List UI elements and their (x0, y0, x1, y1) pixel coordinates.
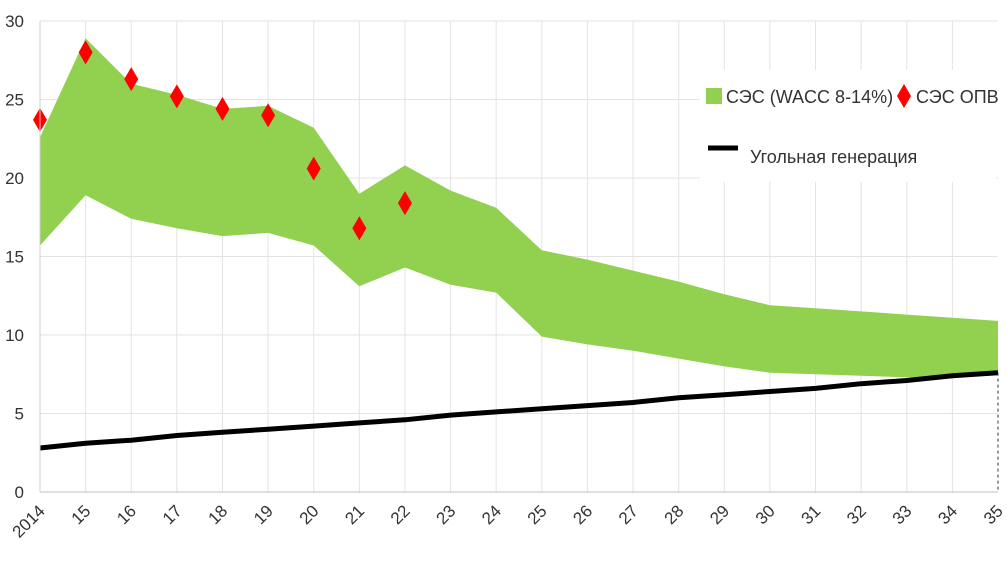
x-tick-label: 31 (798, 501, 825, 528)
x-tick-label: 32 (843, 501, 870, 528)
x-tick-label: 20 (296, 501, 323, 528)
y-tick-label: 20 (5, 169, 24, 188)
legend-diamond-swatch (897, 84, 911, 108)
opv-diamond-marker (215, 96, 230, 121)
solar-band-area (40, 38, 998, 378)
solar-band-shape (40, 38, 998, 378)
x-tick-label: 16 (113, 501, 140, 528)
opv-diamond-marker (261, 103, 276, 128)
x-tick-label: 34 (934, 501, 961, 528)
legend-coal-label: Угольная генерация (750, 147, 917, 167)
legend: СЭС (WACC 8-14%) СЭС ОПВ Угольная генера… (700, 70, 999, 182)
opv-diamond-marker (397, 191, 412, 216)
y-tick-label: 25 (5, 91, 24, 110)
x-tick-label: 24 (478, 501, 505, 528)
x-tick-label: 17 (159, 501, 186, 528)
opv-diamond-marker (352, 216, 367, 241)
legend-background (700, 70, 996, 182)
coal-line (39, 370, 999, 451)
x-tick-label: 30 (752, 501, 779, 528)
y-tick-label: 0 (15, 483, 24, 502)
solar-opv-markers (33, 40, 412, 241)
x-tick-label: 27 (615, 501, 642, 528)
x-tick-label: 19 (250, 501, 277, 528)
y-tick-label: 15 (5, 248, 24, 267)
x-tick-label: 23 (433, 501, 460, 528)
x-tick-label: 28 (661, 501, 688, 528)
x-tick-label: 29 (706, 501, 733, 528)
legend-opv-label: СЭС ОПВ (916, 87, 999, 107)
opv-diamond-marker (306, 156, 321, 181)
opv-diamond-marker (78, 40, 93, 65)
y-tick-label: 30 (5, 12, 24, 31)
opv-diamond-marker (124, 67, 139, 92)
x-tick-label: 22 (387, 501, 414, 528)
x-tick-label: 15 (68, 501, 95, 528)
y-tick-label: 10 (5, 326, 24, 345)
x-tick-label: 2014 (9, 501, 49, 541)
x-tick-label: 18 (204, 501, 231, 528)
coal-line-layer (39, 370, 999, 451)
y-tick-label: 5 (15, 405, 24, 424)
opv-diamond-marker (169, 84, 184, 109)
x-tick-label: 25 (524, 501, 551, 528)
x-tick-label: 35 (980, 501, 1007, 528)
x-tick-label: 26 (569, 501, 596, 528)
legend-band-swatch (706, 88, 722, 104)
legend-band-label: СЭС (WACC 8-14%) (726, 87, 893, 107)
x-tick-label: 33 (889, 501, 916, 528)
x-tick-label: 21 (341, 501, 368, 528)
